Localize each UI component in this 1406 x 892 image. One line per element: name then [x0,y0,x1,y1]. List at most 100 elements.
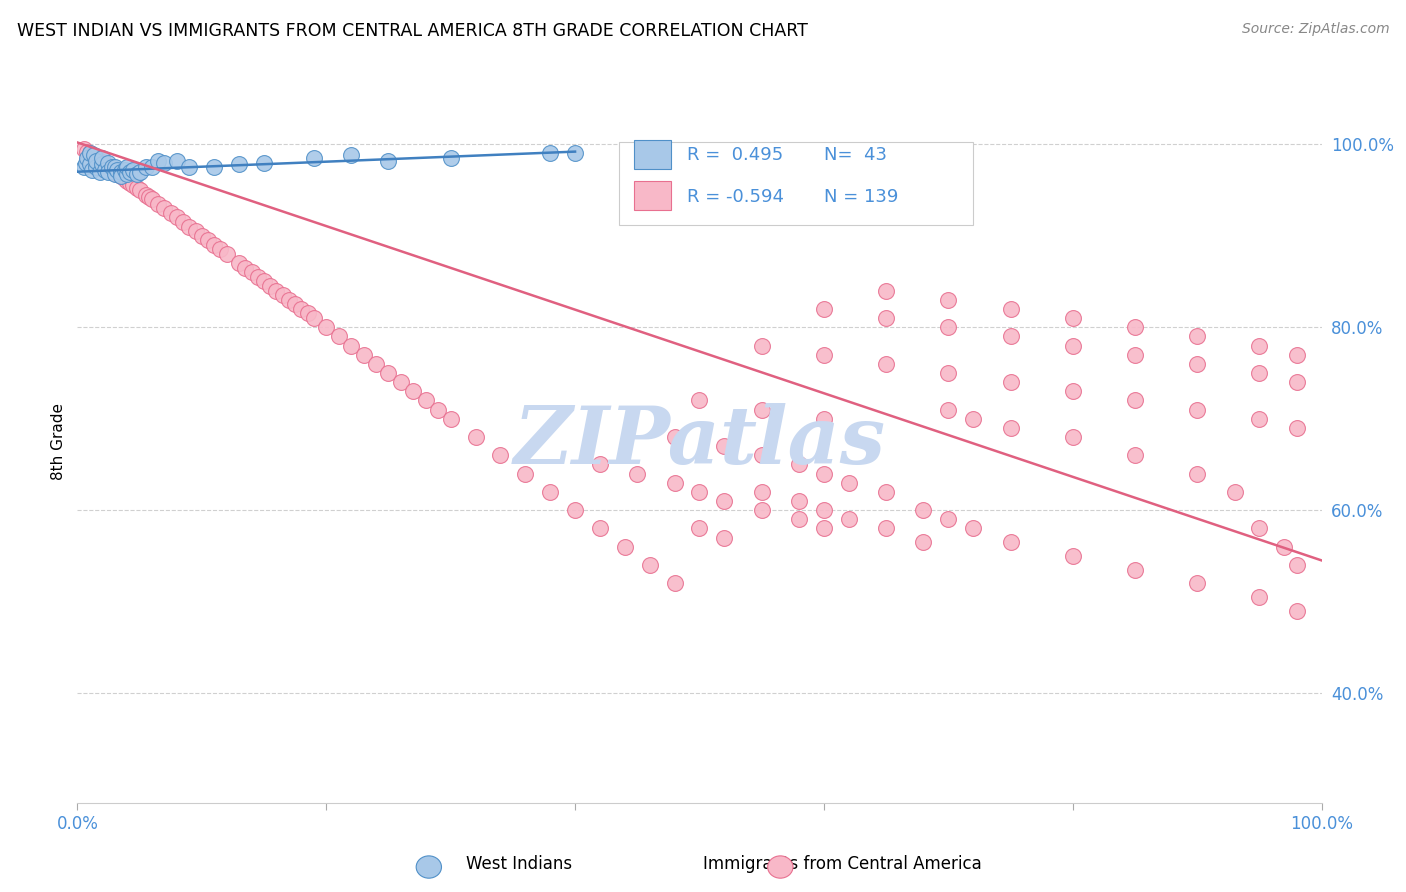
Point [936,366,959,380]
Point [104,167,127,181]
Point [1123,448,1146,462]
Point [233,260,256,275]
Point [1249,521,1271,535]
Text: R =  0.495: R = 0.495 [688,145,783,164]
Point [713,494,735,508]
Point [875,357,897,371]
Point [936,512,959,526]
Point [875,284,897,298]
Point [290,301,312,316]
Point [751,503,773,517]
Point [184,224,207,238]
Point [340,148,363,162]
Point [97,165,120,179]
Point [377,366,399,380]
Point [202,238,225,252]
Point [179,219,201,234]
Point [1285,558,1308,572]
Point [1285,604,1308,618]
Point [82,162,104,177]
Point [297,306,319,320]
Point [84,153,107,168]
Point [128,183,150,197]
Point [936,402,959,417]
Point [813,503,835,517]
Point [125,181,148,195]
Point [91,157,114,171]
Point [104,160,127,174]
Point [128,165,150,179]
Point [141,160,163,174]
Point [125,167,148,181]
Point [114,172,136,186]
Point [664,430,686,444]
Point [91,155,114,169]
Point [153,202,176,216]
Point [1000,329,1022,343]
Point [84,160,107,174]
Point [1123,393,1146,408]
Point [377,153,399,168]
Point [328,329,350,343]
Point [104,165,127,179]
Point [1062,311,1084,326]
FancyBboxPatch shape [634,181,671,211]
Point [172,215,194,229]
Point [664,475,686,490]
Point [115,167,138,181]
Point [427,402,450,417]
Point [713,439,735,453]
Point [813,301,835,316]
Text: West Indians: West Indians [465,855,572,873]
Point [875,484,897,499]
Point [751,402,773,417]
Point [1249,590,1271,604]
Point [91,151,114,165]
Point [122,178,145,193]
Point [1185,402,1208,417]
Point [76,145,98,159]
Point [689,393,711,408]
Text: ZIPatlas: ZIPatlas [513,403,886,480]
Point [110,169,132,184]
Point [166,211,188,225]
Point [813,411,835,425]
Point [1249,366,1271,380]
Point [813,348,835,362]
Point [364,357,387,371]
Point [751,338,773,352]
Point [191,228,214,243]
Point [148,196,170,211]
Point [538,146,561,161]
Point [564,503,586,517]
Point [284,297,307,311]
Point [912,503,935,517]
Point [89,165,111,179]
FancyBboxPatch shape [619,142,973,225]
Point [813,467,835,481]
Point [389,375,412,389]
Point [751,484,773,499]
Point [97,160,120,174]
Point [1123,320,1146,334]
Text: R = -0.594: R = -0.594 [688,187,785,205]
Point [1185,467,1208,481]
Point [115,174,138,188]
Point [1285,421,1308,435]
Point [79,146,101,161]
Point [114,162,136,177]
Point [315,320,337,334]
Point [1000,421,1022,435]
Point [93,157,115,171]
Point [589,521,612,535]
Point [101,160,124,174]
Point [166,153,188,168]
Point [153,155,176,169]
Point [209,243,232,257]
Text: WEST INDIAN VS IMMIGRANTS FROM CENTRAL AMERICA 8TH GRADE CORRELATION CHART: WEST INDIAN VS IMMIGRANTS FROM CENTRAL A… [17,22,807,40]
Point [962,411,984,425]
Point [489,448,512,462]
Point [787,494,810,508]
Point [1062,384,1084,399]
Point [402,384,425,399]
